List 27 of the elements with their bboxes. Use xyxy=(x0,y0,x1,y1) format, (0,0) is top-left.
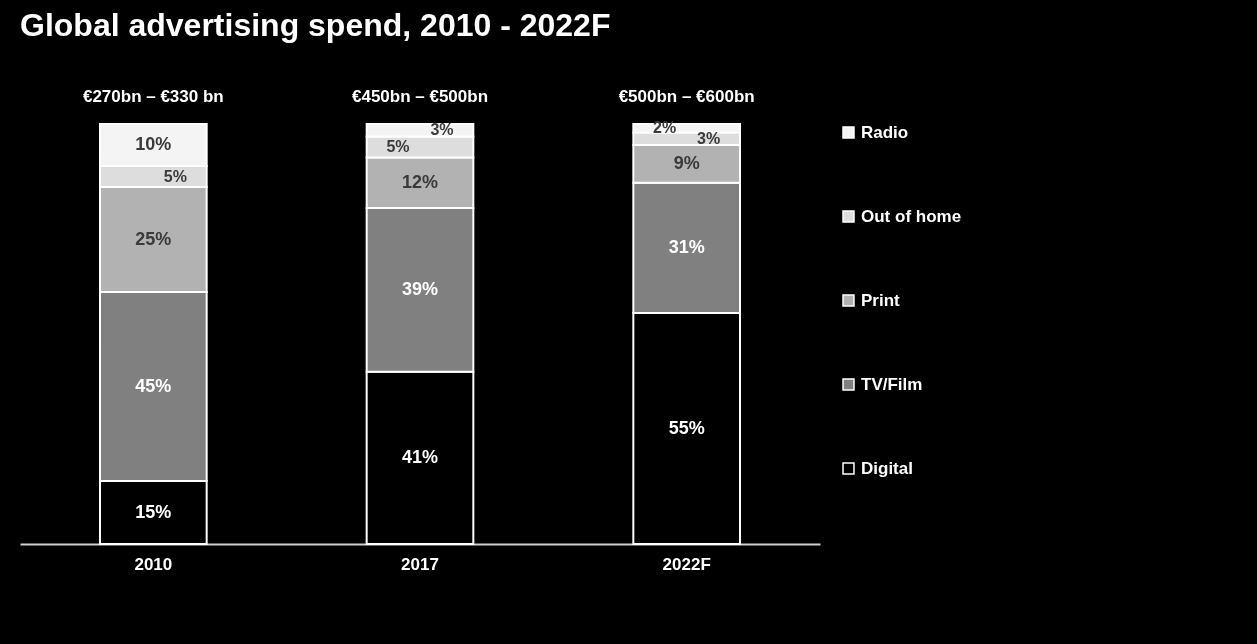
chart-title: Global advertising spend, 2010 - 2022F xyxy=(20,7,611,43)
data-label: 2% xyxy=(653,119,677,137)
x-tick-label: 2010 xyxy=(134,554,173,574)
data-label: 3% xyxy=(697,129,721,147)
data-label: 45% xyxy=(135,375,172,396)
total-label: €270bn – €330 bn xyxy=(82,87,224,106)
legend-label: Digital xyxy=(861,458,913,478)
legend-label: Out of home xyxy=(861,206,962,226)
legend-label: Radio xyxy=(861,122,909,142)
data-label: 25% xyxy=(135,228,172,249)
data-label: 31% xyxy=(668,236,705,257)
data-label: 39% xyxy=(401,278,439,299)
data-label: 12% xyxy=(401,171,439,192)
data-label: 10% xyxy=(135,134,172,154)
data-label: 15% xyxy=(135,501,172,522)
data-label: 9% xyxy=(673,152,700,173)
total-label: €500bn – €600bn xyxy=(618,87,755,106)
legend-label: TV/Film xyxy=(861,374,923,394)
data-label: 3% xyxy=(430,121,454,139)
data-label: 5% xyxy=(386,138,410,156)
data-label: 41% xyxy=(401,446,439,467)
total-label: €450bn – €500bn xyxy=(351,87,489,106)
legend-label: Print xyxy=(861,290,901,310)
data-label: 5% xyxy=(163,167,187,185)
x-tick-label: 2022F xyxy=(662,554,711,574)
x-tick-label: 2017 xyxy=(401,554,439,574)
data-label: 55% xyxy=(668,417,705,438)
